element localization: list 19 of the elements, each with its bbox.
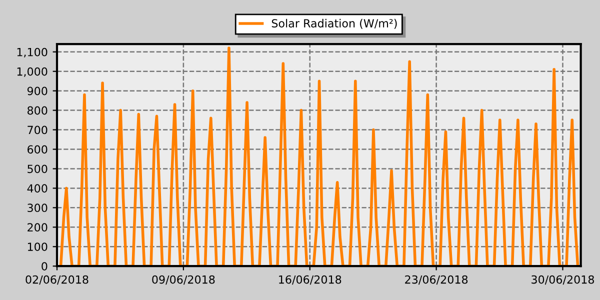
y-tick-label: 100 (28, 242, 48, 252)
y-tick-label: 500 (28, 164, 48, 174)
line-series (59, 46, 580, 266)
legend-label: Solar Radiation (W/m²) (272, 18, 397, 29)
x-tick-label: 02/06/2018 (26, 275, 88, 285)
y-tick-label: 1,100 (17, 48, 48, 58)
x-tick-label: 30/06/2018 (532, 275, 594, 285)
y-tick-label: 1,000 (17, 67, 48, 77)
y-tick-label: 700 (28, 126, 48, 134)
y-tick-label: 400 (27, 184, 48, 193)
x-tick-label: 16/06/2018 (279, 275, 342, 285)
y-tick-label: 300 (28, 204, 48, 212)
y-tick-label: 0 (42, 262, 48, 270)
x-tick-label: 09/06/2018 (152, 275, 215, 285)
y-tick-label: 200 (28, 223, 48, 232)
y-tick-label: 800 (28, 106, 48, 115)
y-tick-label: 900 (27, 86, 48, 96)
y-tick-label: 600 (28, 145, 48, 154)
x-tick-label: 23/06/2018 (405, 275, 468, 285)
